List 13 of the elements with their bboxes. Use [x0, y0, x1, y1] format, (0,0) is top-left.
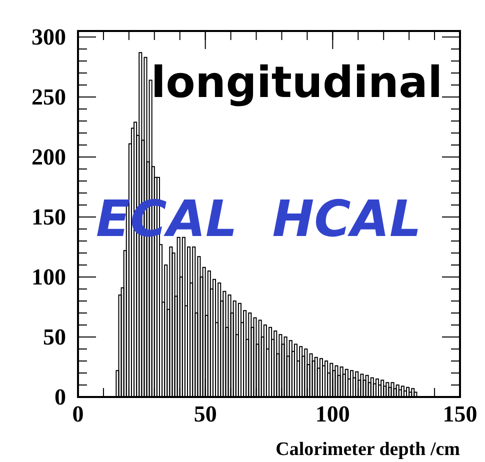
y-tick-label: 250	[32, 84, 66, 110]
y-tick-label: 100	[32, 264, 66, 290]
y-tick-label: 150	[32, 204, 66, 230]
x-tick-label: 150	[442, 401, 478, 426]
annotation: longitudinal	[151, 58, 442, 108]
x-tick-label: 50	[194, 401, 217, 426]
y-tick-label: 0	[54, 384, 66, 410]
y-tick-label: 50	[43, 324, 66, 350]
y-tick-label: 200	[32, 144, 66, 170]
x-tick-label: 100	[315, 401, 350, 426]
y-tick-label: 300	[32, 24, 66, 50]
x-tick-label: 0	[72, 401, 84, 426]
x-axis-title: Calorimeter depth /cm	[276, 439, 460, 460]
